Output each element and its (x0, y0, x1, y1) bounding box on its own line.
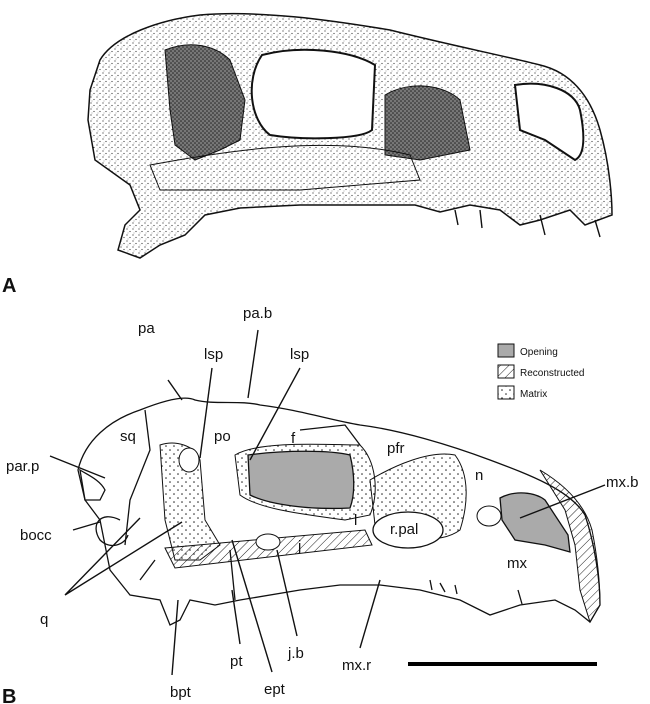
label: po (214, 428, 231, 445)
label: lsp (204, 346, 223, 363)
label: l (354, 512, 357, 529)
legend-label: Opening (520, 347, 558, 358)
label: par.p (6, 458, 39, 475)
label: bpt (170, 684, 192, 701)
legend-swatch (497, 343, 515, 358)
leader-lines (49, 329, 606, 676)
legend-swatch (497, 385, 515, 400)
legend-label: Reconstructed (520, 368, 584, 379)
legend-swatch (497, 364, 515, 379)
label: n (475, 467, 483, 484)
label: pfr (387, 440, 405, 457)
label: mx.b (606, 474, 639, 491)
label: sq (120, 428, 136, 445)
label: pa (138, 320, 155, 337)
label: ept (264, 681, 286, 698)
skull-diagram (77, 397, 601, 626)
label: pa.b (243, 305, 272, 322)
label: bocc (20, 527, 52, 544)
label: r.pal (390, 521, 418, 538)
label: j.b (287, 645, 304, 662)
label: pt (230, 653, 243, 670)
panel-label: B (2, 686, 16, 704)
label: mx.r (342, 657, 371, 674)
label: f (291, 430, 296, 447)
label: j (297, 538, 301, 555)
label: q (40, 611, 48, 628)
label: mx (507, 555, 527, 572)
panel-label: A (2, 275, 16, 297)
label: lsp (290, 346, 309, 363)
skull-drawing (87, 12, 613, 259)
legend-label: Matrix (520, 389, 547, 400)
